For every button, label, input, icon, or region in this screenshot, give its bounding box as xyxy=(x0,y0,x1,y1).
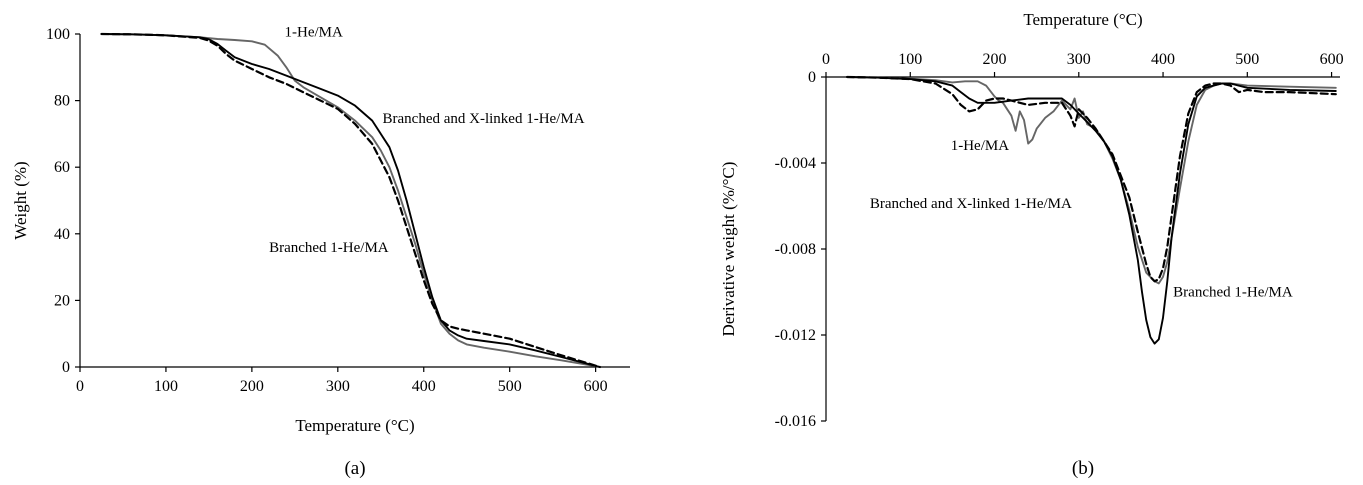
x-tick-label: 400 xyxy=(1151,51,1175,68)
y-tick-label: -0.016 xyxy=(775,413,816,430)
x-tick-label: 300 xyxy=(1067,51,1091,68)
y-tick-label: -0.004 xyxy=(775,155,816,172)
annotation-branched-and-x-linked-1-he-ma: Branched and X-linked 1-He/MA xyxy=(383,111,585,127)
y-tick-label: 0 xyxy=(62,359,70,376)
annotation-branched-1-he-ma: Branched 1-He/MA xyxy=(1173,284,1293,300)
series-line-1-he-ma xyxy=(846,76,1337,285)
y-axis-label: Weight (%) xyxy=(11,161,30,239)
x-tick-label: 500 xyxy=(1235,51,1259,68)
x-tick-label: 600 xyxy=(1320,51,1344,68)
y-axis-label: Derivative weight (%/°C) xyxy=(719,162,738,337)
x-axis-label: Temperature (°C) xyxy=(295,416,414,435)
y-tick-label: 20 xyxy=(54,292,70,309)
x-tick-label: 300 xyxy=(326,378,350,395)
x-tick-label: 0 xyxy=(76,378,84,395)
series-line-branched-and-x-linked-1-he-ma xyxy=(100,33,601,368)
y-tick-label: 40 xyxy=(54,226,70,243)
y-tick-label: 80 xyxy=(54,93,70,110)
annotation-1-he-ma: 1-He/MA xyxy=(285,25,343,41)
x-tick-label: 100 xyxy=(154,378,178,395)
series-line-1-he-ma xyxy=(100,33,601,368)
y-tick-label: 0 xyxy=(808,69,816,86)
y-tick-label: 100 xyxy=(46,26,70,43)
panel-label: (a) xyxy=(344,458,365,479)
chart-b: 0 100 200 300 400 500 600 0 -0.004 -0.008 -0.012 -0… xyxy=(719,10,1344,479)
x-tick-label: 0 xyxy=(822,51,830,68)
annotation-branched-1-he-ma: Branched 1-He/MA xyxy=(269,240,389,256)
x-tick-label: 600 xyxy=(584,378,608,395)
x-tick-label: 200 xyxy=(983,51,1007,68)
panel-label: (b) xyxy=(1072,458,1094,479)
series-line-branched-1-he-ma xyxy=(100,32,602,369)
series-line-branched-1-he-ma xyxy=(845,75,1337,283)
series-line-branched-and-x-linked-1-he-ma xyxy=(846,76,1337,345)
x-tick-label: 500 xyxy=(498,378,522,395)
x-tick-label: 200 xyxy=(240,378,264,395)
y-tick-label: -0.008 xyxy=(775,241,816,258)
x-tick-label: 100 xyxy=(898,51,922,68)
y-tick-label: -0.012 xyxy=(775,327,816,344)
y-tick-label: 60 xyxy=(54,159,70,176)
x-tick-label: 400 xyxy=(412,378,436,395)
chart-a: 0 100 200 300 400 500 600 0 20 40 60 80 100 Temperatu… xyxy=(11,25,630,479)
annotation-1-he-ma: 1-He/MA xyxy=(951,138,1009,154)
x-axis-label: Temperature (°C) xyxy=(1023,10,1142,29)
annotation-branched-and-x-linked-1-he-ma: Branched and X-linked 1-He/MA xyxy=(870,196,1072,212)
